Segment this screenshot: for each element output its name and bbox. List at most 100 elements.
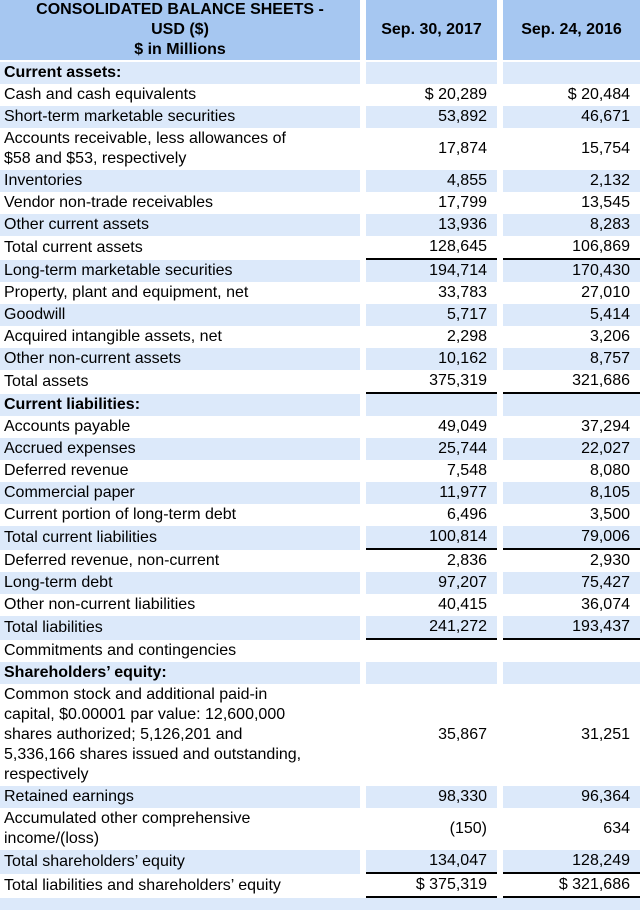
row-label: Commitments and contingencies: [0, 640, 360, 662]
table-body: Current assets: Cash and cash equivalents…: [0, 62, 640, 898]
row-label: Total current assets: [0, 236, 360, 260]
value-sep-30-2017: 100,814: [366, 526, 497, 550]
table-row: Total current liabilities 100,814 79,006: [0, 526, 640, 550]
value-sep-30-2017: (150): [366, 808, 497, 850]
value-sep-30-2017: 53,892: [366, 106, 497, 128]
value-sep-24-2016: 37,294: [503, 416, 640, 438]
value-sep-24-2016: 8,757: [503, 348, 640, 370]
value-sep-24-2016: 2,930: [503, 550, 640, 572]
column-header-sep-24-2016: Sep. 24, 2016: [503, 0, 640, 60]
value-sep-30-2017: 35,867: [366, 684, 497, 786]
table-row: Acquired intangible assets, net 2,298 3,20…: [0, 326, 640, 348]
value-sep-24-2016: 170,430: [503, 260, 640, 282]
table-row: Shareholders’ equity:: [0, 662, 640, 684]
table-row: Property, plant and equipment, net 33,783…: [0, 282, 640, 304]
table-row: Total assets 375,319 321,686: [0, 370, 640, 394]
row-label: Total shareholders’ equity: [0, 850, 360, 874]
value-sep-30-2017: 40,415: [366, 594, 497, 616]
row-label: Accumulated other comprehensive income/(…: [0, 808, 360, 850]
value-sep-24-2016: 79,006: [503, 526, 640, 550]
value-sep-30-2017: 134,047: [366, 850, 497, 874]
table-row: Commitments and contingencies: [0, 640, 640, 662]
value-sep-30-2017: 7,548: [366, 460, 497, 482]
value-sep-24-2016: 8,283: [503, 214, 640, 236]
value-sep-24-2016: [503, 662, 640, 684]
table-title: CONSOLIDATED BALANCE SHEETS - USD ($) $ …: [0, 0, 360, 60]
table-header-row: CONSOLIDATED BALANCE SHEETS - USD ($) $ …: [0, 0, 640, 60]
value-sep-30-2017: 128,645: [366, 236, 497, 260]
value-sep-30-2017: 2,298: [366, 326, 497, 348]
row-label: Total liabilities: [0, 616, 360, 640]
value-sep-30-2017: 375,319: [366, 370, 497, 394]
value-sep-30-2017: 241,272: [366, 616, 497, 640]
value-sep-24-2016: 13,545: [503, 192, 640, 214]
table-row: Deferred revenue, non-current 2,836 2,930: [0, 550, 640, 572]
value-sep-30-2017: $ 375,319: [366, 874, 497, 898]
table-row: Accumulated other comprehensive income/(…: [0, 808, 640, 850]
table-row: Accounts receivable, less allowances of …: [0, 128, 640, 170]
table-row: Total current assets 128,645 106,869: [0, 236, 640, 260]
value-sep-24-2016: 634: [503, 808, 640, 850]
row-label: Goodwill: [0, 304, 360, 326]
value-sep-24-2016: 321,686: [503, 370, 640, 394]
value-sep-24-2016: 128,249: [503, 850, 640, 874]
row-label: Total assets: [0, 370, 360, 394]
table-row: Other current assets 13,936 8,283: [0, 214, 640, 236]
value-sep-24-2016: 46,671: [503, 106, 640, 128]
value-sep-30-2017: [366, 662, 497, 684]
table-row: Cash and cash equivalents $ 20,289 $ 20,48…: [0, 84, 640, 106]
table-row: Accrued expenses 25,744 22,027: [0, 438, 640, 460]
value-sep-24-2016: [503, 394, 640, 416]
row-label: Accounts receivable, less allowances of …: [0, 128, 360, 170]
row-label: Current assets:: [0, 62, 360, 84]
value-sep-30-2017: [366, 394, 497, 416]
row-label: Deferred revenue: [0, 460, 360, 482]
value-sep-30-2017: 11,977: [366, 482, 497, 504]
table-row: Total liabilities 241,272 193,437: [0, 616, 640, 640]
table-row: Accounts payable 49,049 37,294: [0, 416, 640, 438]
value-sep-24-2016: 8,105: [503, 482, 640, 504]
value-sep-24-2016: 31,251: [503, 684, 640, 786]
table-row: Commercial paper 11,977 8,105: [0, 482, 640, 504]
table-row: Total shareholders’ equity 134,047 128,249: [0, 850, 640, 874]
value-sep-30-2017: 17,874: [366, 128, 497, 170]
row-label: Property, plant and equipment, net: [0, 282, 360, 304]
table-row: Common stock and additional paid-in capi…: [0, 684, 640, 786]
value-sep-30-2017: 33,783: [366, 282, 497, 304]
table-row: Other non-current liabilities 40,415 36,07…: [0, 594, 640, 616]
value-sep-24-2016: 22,027: [503, 438, 640, 460]
column-header-sep-30-2017: Sep. 30, 2017: [366, 0, 497, 60]
table-row: Goodwill 5,717 5,414: [0, 304, 640, 326]
row-label: Other non-current liabilities: [0, 594, 360, 616]
value-sep-24-2016: 15,754: [503, 128, 640, 170]
value-sep-24-2016: [503, 62, 640, 84]
table-row: Long-term debt 97,207 75,427: [0, 572, 640, 594]
row-label: Current portion of long-term debt: [0, 504, 360, 526]
row-label: Common stock and additional paid-in capi…: [0, 684, 360, 786]
row-label: Cash and cash equivalents: [0, 84, 360, 106]
row-label: Commercial paper: [0, 482, 360, 504]
value-sep-30-2017: 194,714: [366, 260, 497, 282]
row-label: Long-term marketable securities: [0, 260, 360, 282]
row-label: Accrued expenses: [0, 438, 360, 460]
value-sep-30-2017: 17,799: [366, 192, 497, 214]
row-label: Shareholders’ equity:: [0, 662, 360, 684]
value-sep-30-2017: 98,330: [366, 786, 497, 808]
value-sep-24-2016: 75,427: [503, 572, 640, 594]
value-sep-24-2016: 8,080: [503, 460, 640, 482]
value-sep-30-2017: 97,207: [366, 572, 497, 594]
table-row: Vendor non-trade receivables 17,799 13,545: [0, 192, 640, 214]
row-label: Short-term marketable securities: [0, 106, 360, 128]
row-label: Retained earnings: [0, 786, 360, 808]
row-label: Current liabilities:: [0, 394, 360, 416]
value-sep-30-2017: 2,836: [366, 550, 497, 572]
value-sep-24-2016: 96,364: [503, 786, 640, 808]
table-row: Current portion of long-term debt 6,496 3,…: [0, 504, 640, 526]
row-label: Acquired intangible assets, net: [0, 326, 360, 348]
value-sep-24-2016: 2,132: [503, 170, 640, 192]
value-sep-24-2016: 3,500: [503, 504, 640, 526]
value-sep-24-2016: 5,414: [503, 304, 640, 326]
value-sep-30-2017: 5,717: [366, 304, 497, 326]
value-sep-24-2016: 106,869: [503, 236, 640, 260]
table-row: Retained earnings 98,330 96,364: [0, 786, 640, 808]
